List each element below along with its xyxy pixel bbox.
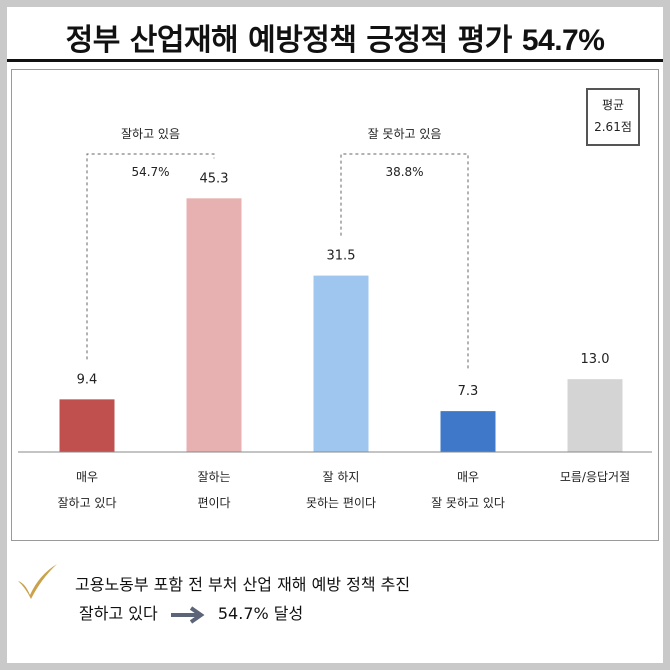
category-label-4-2: 잘 못하고 있다 [431, 496, 505, 510]
summary-prefix: 잘하고 있다 [79, 604, 158, 623]
category-label-1-1: 매우 [76, 470, 98, 484]
bar-value-label-2: 45.3 [200, 171, 229, 186]
average-value: 2.61점 [594, 120, 632, 134]
summary-line-1: 고용노동부 포함 전 부처 산업 재해 예방 정책 추진 [75, 575, 411, 594]
headline-divider [7, 59, 663, 62]
summary-line-2: 잘하고 있다 54.7% 달성 [79, 600, 303, 624]
headline-percent: 54.7% [521, 24, 605, 57]
headline-text: 정부 산업재해 예방정책 긍정적 평가 [65, 23, 513, 58]
bar-value-label-4: 7.3 [458, 384, 479, 399]
bar-value-label-1: 9.4 [77, 372, 98, 387]
category-label-2-1: 잘하는 [197, 470, 230, 484]
category-label-3-1: 잘 하지 [323, 470, 360, 484]
arrow-right-icon [170, 605, 205, 624]
category-label-5-1: 모름/응답거절 [560, 470, 630, 484]
category-label-3-2: 못하는 편이다 [306, 496, 376, 510]
group-value-1: 54.7% [131, 165, 169, 179]
average-label: 평균 [601, 98, 625, 112]
bar-1 [59, 399, 115, 452]
bar-value-label-3: 31.5 [327, 249, 356, 264]
bar-4 [440, 411, 496, 452]
checkmark-icon [18, 564, 57, 599]
bar-5 [567, 379, 623, 452]
category-label-2-2: 편이다 [197, 496, 230, 510]
summary-result: 54.7% 달성 [217, 604, 304, 623]
group-value-2: 38.8% [385, 165, 423, 179]
group-label-1: 잘하고 있음 [121, 127, 180, 141]
group-bracket-2 [340, 153, 469, 372]
category-label-4-1: 매우 [457, 470, 479, 484]
summary: 고용노동부 포함 전 부처 산업 재해 예방 정책 추진 잘하고 있다 54.7… [7, 555, 663, 655]
group-label-2: 잘 못하고 있음 [368, 127, 442, 141]
bar-3 [313, 275, 369, 452]
bar-2 [186, 198, 242, 452]
headline: 정부 산업재해 예방정책 긍정적 평가 54.7% [7, 15, 663, 59]
group-bracket-1 [86, 153, 215, 360]
bar-value-label-5: 13.0 [581, 352, 610, 367]
category-label-1-2: 잘하고 있다 [57, 496, 116, 510]
average-box: 평균 2.61점 [586, 88, 640, 146]
